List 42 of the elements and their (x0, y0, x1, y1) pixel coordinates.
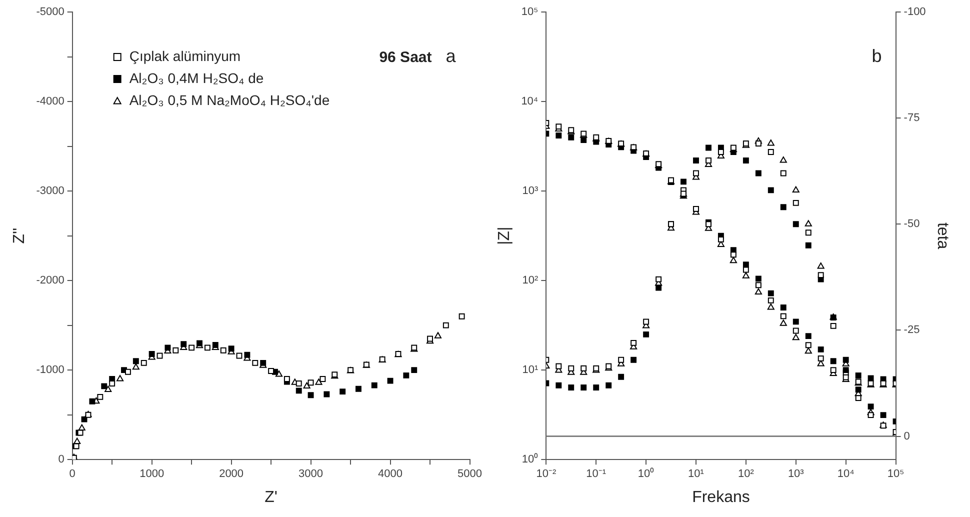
x-tick-label: 1000 (140, 468, 164, 480)
y-tick-label: -1000 (36, 364, 64, 376)
y2-tick-label: -100 (904, 6, 926, 18)
legend-label: Al₂O₃ 0,4M H₂SO₄ de (129, 70, 264, 86)
x-axis-title: Z' (264, 488, 278, 506)
y-tick-label: 10⁰ (522, 452, 538, 466)
x-tick-label: 10¹ (688, 468, 704, 480)
y2-tick-label: -25 (904, 324, 920, 336)
y2-axis-title: teta (934, 222, 951, 250)
y-tick-label: 10⁵ (521, 6, 538, 18)
x-tick-label: 3000 (298, 468, 324, 480)
x-tick-label: 2000 (219, 468, 244, 480)
y-tick-label: 10³ (522, 185, 538, 198)
y-tick-label: -4000 (36, 96, 64, 108)
y2-tick-label: 0 (904, 430, 910, 442)
x-tick-label: 10³ (788, 468, 804, 480)
y-tick-label: 10¹ (522, 364, 538, 376)
y-tick-label: 10² (522, 274, 538, 287)
y-tick-label: 10⁴ (521, 96, 538, 108)
y-tick-label: 0 (58, 454, 64, 466)
y-axis-title: |Z| (496, 226, 514, 245)
x-tick-label: 10⁻² (536, 468, 556, 480)
annotation: 96 Saat (379, 49, 432, 66)
legend-label: Al₂O₃ 0,5 M Na₂MoO₄ H₂SO₄'de (129, 92, 330, 108)
x-tick-label: 0 (69, 468, 76, 480)
y-tick-label: -5000 (36, 6, 64, 18)
x-axis-title: Frekans (692, 488, 750, 506)
x-tick-label: 10⁵ (887, 468, 904, 480)
y2-tick-label: -75 (904, 112, 920, 124)
y-tick-label: -2000 (36, 274, 64, 287)
legend-label: Çıplak alüminyum (129, 48, 241, 64)
y-axis-title: Z'' (11, 228, 28, 244)
x-tick-label: 4000 (378, 468, 403, 480)
x-tick-label: 10⁴ (837, 468, 855, 480)
x-tick-label: 10⁰ (638, 467, 654, 480)
annotation: a (446, 46, 457, 66)
y-tick-label: -3000 (36, 185, 64, 198)
x-tick-label: 10⁻¹ (586, 468, 606, 480)
x-tick-label: 5000 (458, 468, 482, 480)
y2-tick-label: -50 (904, 218, 920, 230)
annotation: b (872, 46, 882, 66)
x-tick-label: 10² (738, 468, 754, 480)
